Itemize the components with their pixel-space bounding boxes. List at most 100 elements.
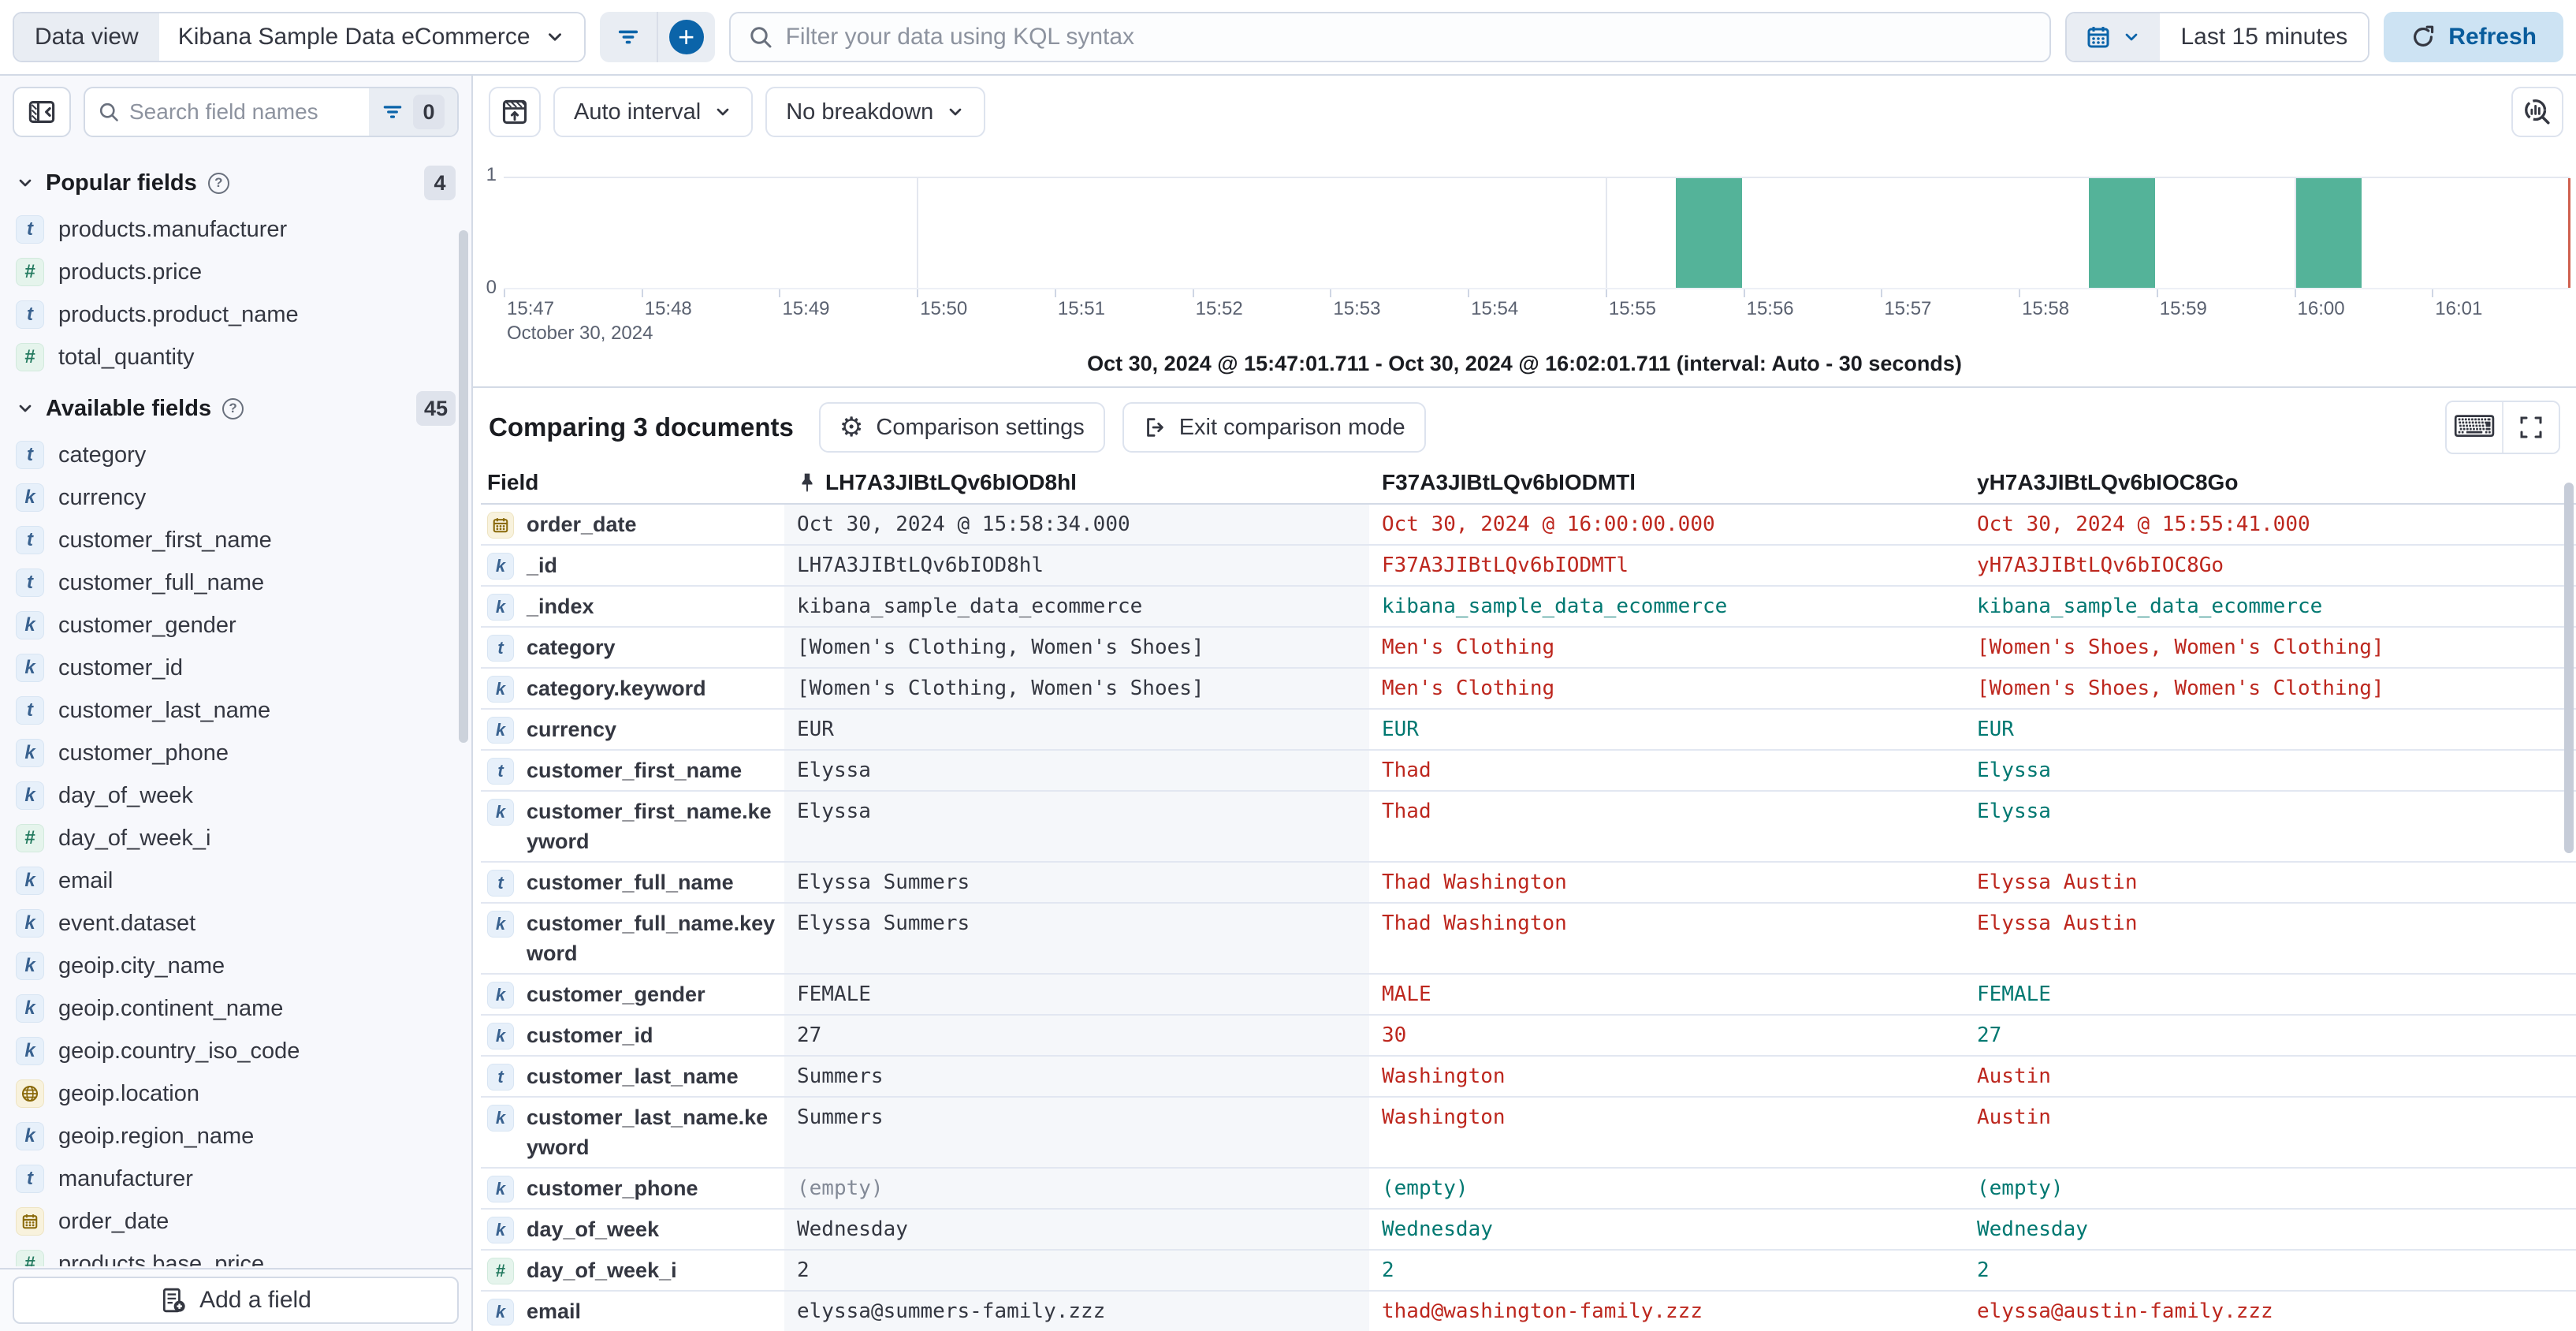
field-value-cell[interactable]: MALE: [1382, 982, 1431, 1006]
field-value-cell[interactable]: Thad Washington: [1382, 912, 1567, 935]
field-list-item[interactable]: k geoip.country_iso_code: [0, 1030, 471, 1072]
field-filter-append[interactable]: 0: [369, 88, 457, 136]
field-list-item[interactable]: # products.price: [0, 251, 471, 293]
keyboard-shortcuts-button[interactable]: ⌨: [2447, 402, 2502, 453]
edit-visualization-button[interactable]: [2511, 87, 2563, 137]
field-value-cell[interactable]: [Women's Clothing, Women's Shoes]: [784, 628, 1369, 667]
field-value-cell[interactable]: Men's Clothing: [1382, 636, 1555, 659]
field-value-cell[interactable]: Elyssa Austin: [1977, 871, 2138, 894]
field-value-cell[interactable]: Wednesday: [784, 1210, 1369, 1249]
field-value-cell[interactable]: Men's Clothing: [1382, 677, 1555, 700]
field-list-item[interactable]: t products.product_name: [0, 293, 471, 336]
field-list-item[interactable]: t category: [0, 434, 471, 476]
field-name-cell[interactable]: k category.keyword: [481, 669, 784, 708]
field-value-cell[interactable]: 30: [1382, 1023, 1407, 1047]
field-search-input[interactable]: [129, 99, 356, 125]
field-value-cell[interactable]: Elyssa: [784, 751, 1369, 790]
field-value-cell[interactable]: Summers: [784, 1057, 1369, 1096]
field-value-cell[interactable]: 27: [1977, 1023, 2002, 1047]
field-value-cell[interactable]: elyssa@summers-family.zzz: [784, 1292, 1369, 1331]
field-name-cell[interactable]: k customer_last_name.keyword: [481, 1098, 784, 1167]
time-range-button[interactable]: Last 15 minutes: [2160, 13, 2369, 61]
field-value-cell[interactable]: [Women's Shoes, Women's Clothing]: [1977, 636, 2384, 659]
histogram-bar[interactable]: [2089, 178, 2155, 288]
date-picker-button[interactable]: [2067, 13, 2161, 61]
field-list-item[interactable]: geoip.location: [0, 1072, 471, 1115]
field-list-item[interactable]: t customer_full_name: [0, 561, 471, 604]
kql-search-input[interactable]: [785, 24, 2033, 50]
field-value-cell[interactable]: Austin: [1977, 1064, 2051, 1088]
document-column-header[interactable]: F37A3JIBtLQv6bIODMTl: [1369, 470, 1964, 495]
field-list-item[interactable]: t manufacturer: [0, 1158, 471, 1200]
field-list-item[interactable]: k geoip.continent_name: [0, 987, 471, 1030]
field-value-cell[interactable]: Washington: [1382, 1105, 1506, 1129]
field-value-cell[interactable]: [Women's Clothing, Women's Shoes]: [784, 669, 1369, 708]
field-name-cell[interactable]: k _id: [481, 546, 784, 585]
field-value-cell[interactable]: Elyssa: [1977, 800, 2051, 823]
field-list-item[interactable]: k email: [0, 859, 471, 902]
field-name-cell[interactable]: k customer_phone: [481, 1169, 784, 1208]
field-list-item[interactable]: order_date: [0, 1200, 471, 1243]
field-value-cell[interactable]: kibana_sample_data_ecommerce: [1382, 595, 1728, 618]
field-value-cell[interactable]: Elyssa: [784, 792, 1369, 861]
sidebar-scrollbar[interactable]: [459, 230, 468, 743]
field-list-item[interactable]: # total_quantity: [0, 336, 471, 378]
field-name-cell[interactable]: k day_of_week: [481, 1210, 784, 1249]
field-value-cell[interactable]: Elyssa: [1977, 759, 2051, 782]
field-value-cell[interactable]: [Women's Shoes, Women's Clothing]: [1977, 677, 2384, 700]
field-name-cell[interactable]: k currency: [481, 710, 784, 749]
field-value-cell[interactable]: kibana_sample_data_ecommerce: [784, 587, 1369, 626]
field-name-cell[interactable]: k customer_id: [481, 1016, 784, 1055]
field-name-cell[interactable]: k _index: [481, 587, 784, 626]
hide-chart-button[interactable]: [489, 87, 541, 137]
data-view-selector[interactable]: Kibana Sample Data eCommerce: [158, 13, 584, 61]
field-value-cell[interactable]: yH7A3JIBtLQv6bIOC8Go: [1977, 554, 2224, 577]
field-value-cell[interactable]: Summers: [784, 1098, 1369, 1167]
field-name-cell[interactable]: order_date: [481, 505, 784, 544]
field-list-item[interactable]: t customer_last_name: [0, 689, 471, 732]
field-value-cell[interactable]: Elyssa Summers: [784, 904, 1369, 973]
field-name-cell[interactable]: t category: [481, 628, 784, 667]
field-list-item[interactable]: k event.dataset: [0, 902, 471, 945]
field-value-cell[interactable]: (empty): [1977, 1176, 2064, 1200]
field-value-cell[interactable]: EUR: [1977, 718, 2014, 741]
field-value-cell[interactable]: F37A3JIBtLQv6bIODMTl: [1382, 554, 1629, 577]
field-name-cell[interactable]: t customer_last_name: [481, 1057, 784, 1096]
histogram-bar[interactable]: [2295, 178, 2362, 288]
field-value-cell[interactable]: Washington: [1382, 1064, 1506, 1088]
field-list-item[interactable]: k currency: [0, 476, 471, 519]
field-value-cell[interactable]: Wednesday: [1382, 1217, 1493, 1241]
field-value-cell[interactable]: Thad: [1382, 759, 1431, 782]
fullscreen-button[interactable]: [2503, 402, 2559, 453]
field-value-cell[interactable]: elyssa@austin-family.zzz: [1977, 1299, 2273, 1323]
field-value-cell[interactable]: Austin: [1977, 1105, 2051, 1129]
field-value-cell[interactable]: Wednesday: [1977, 1217, 2088, 1241]
field-value-cell[interactable]: 2: [1382, 1258, 1394, 1282]
add-field-button[interactable]: Add a field: [13, 1277, 459, 1324]
field-value-cell[interactable]: LH7A3JIBtLQv6bIOD8hl: [784, 546, 1369, 585]
field-name-cell[interactable]: t customer_full_name: [481, 863, 784, 902]
field-list-item[interactable]: t products.manufacturer: [0, 208, 471, 251]
field-value-cell[interactable]: kibana_sample_data_ecommerce: [1977, 595, 2323, 618]
table-scrollbar[interactable]: [2564, 483, 2574, 853]
add-filter-button[interactable]: +: [658, 12, 715, 62]
field-value-cell[interactable]: EUR: [1382, 718, 1419, 741]
field-value-cell[interactable]: (empty): [1382, 1176, 1469, 1200]
field-name-cell[interactable]: k customer_first_name.keyword: [481, 792, 784, 861]
field-list-item[interactable]: k customer_gender: [0, 604, 471, 647]
filter-menu-button[interactable]: [600, 12, 657, 62]
field-list-item[interactable]: t customer_first_name: [0, 519, 471, 561]
field-section-header[interactable]: Popular fields? 4: [0, 158, 471, 208]
field-list-item[interactable]: k geoip.city_name: [0, 945, 471, 987]
field-value-cell[interactable]: Thad Washington: [1382, 871, 1567, 894]
histogram-plot[interactable]: [504, 177, 2570, 289]
field-value-cell[interactable]: 27: [784, 1016, 1369, 1055]
exit-comparison-button[interactable]: Exit comparison mode: [1122, 402, 1426, 453]
field-name-cell[interactable]: k customer_full_name.keyword: [481, 904, 784, 973]
document-column-header[interactable]: LH7A3JIBtLQv6bIOD8hl: [784, 470, 1369, 495]
document-column-header[interactable]: yH7A3JIBtLQv6bIOC8Go: [1964, 470, 2576, 495]
field-list-item[interactable]: k customer_phone: [0, 732, 471, 774]
field-value-cell[interactable]: Thad: [1382, 800, 1431, 823]
field-value-cell[interactable]: Oct 30, 2024 @ 15:55:41.000: [1977, 513, 2310, 536]
field-section-header[interactable]: Available fields? 45: [0, 383, 471, 434]
